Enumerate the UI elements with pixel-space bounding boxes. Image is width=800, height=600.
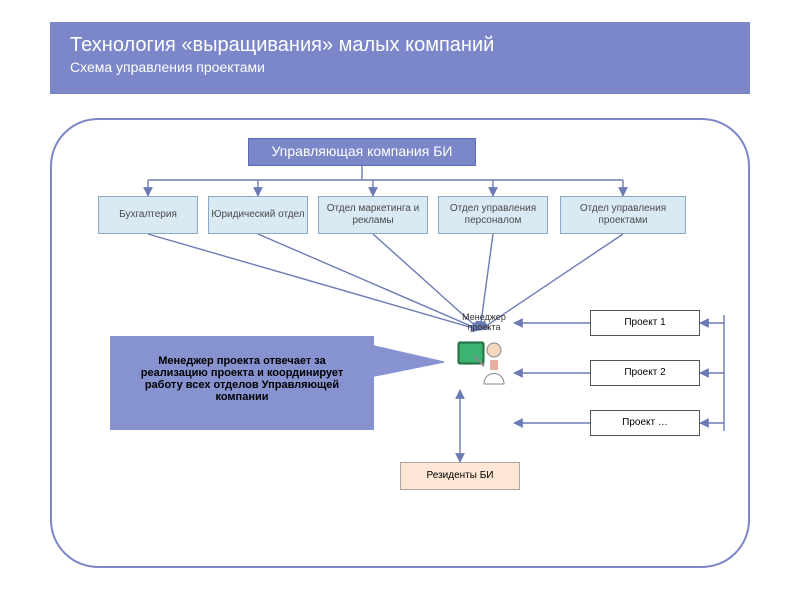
node-dept-hr: Отдел управления персоналом	[438, 196, 548, 234]
manager-icon	[454, 336, 510, 393]
callout-text: Менеджер проекта отвечает за реализацию …	[141, 355, 344, 403]
node-dept-legal: Юридический отдел	[208, 196, 308, 234]
node-label: Резиденты БИ	[427, 470, 494, 483]
node-dept-projects: Отдел управления проектами	[560, 196, 686, 234]
node-project-n: Проект …	[590, 410, 700, 436]
node-label: Проект …	[622, 417, 668, 430]
callout-manager-desc: Менеджер проекта отвечает за реализацию …	[110, 336, 374, 430]
node-label: Проект 2	[624, 367, 665, 380]
node-label: Отдел управления проектами	[561, 203, 685, 228]
node-label: Бухгалтерия	[119, 209, 177, 222]
node-dept-marketing: Отдел маркетинга и рекламы	[318, 196, 428, 234]
page-subtitle: Схема управления проектами	[70, 59, 730, 75]
node-label: Отдел маркетинга и рекламы	[319, 203, 427, 228]
node-management-company: Управляющая компания БИ	[248, 138, 476, 166]
node-project-2: Проект 2	[590, 360, 700, 386]
page-title: Технология «выращивания» малых компаний	[70, 34, 730, 57]
header: Технология «выращивания» малых компаний …	[50, 22, 750, 94]
node-label: Управляющая компания БИ	[272, 143, 453, 161]
node-label: Проект 1	[624, 317, 665, 330]
node-project-1: Проект 1	[590, 310, 700, 336]
node-label: Юридический отдел	[211, 209, 304, 222]
node-dept-accounting: Бухгалтерия	[98, 196, 198, 234]
node-residents: Резиденты БИ	[400, 462, 520, 490]
manager-label: Менеджер проекта	[454, 312, 514, 332]
node-label: Отдел управления персоналом	[439, 203, 547, 228]
